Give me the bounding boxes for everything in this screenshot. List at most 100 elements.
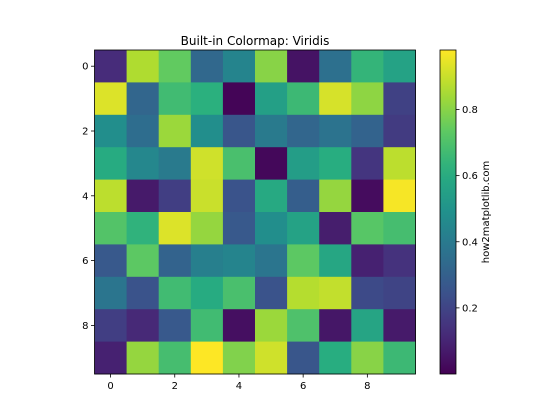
heatmap-cell (255, 82, 288, 116)
heatmap-cell (319, 114, 352, 148)
x-axis: 0 2 4 6 8 (107, 374, 371, 392)
heatmap-cell (94, 114, 127, 148)
heatmap-cell (190, 50, 224, 83)
heatmap-cell (383, 212, 416, 245)
heatmap-cell (222, 309, 256, 342)
heatmap-cell (158, 82, 192, 116)
colorbar-tick-label: 0.2 (462, 303, 478, 314)
heatmap-cell (351, 244, 384, 278)
heatmap-cell (351, 276, 384, 310)
heatmap-cell (190, 179, 224, 213)
heatmap-cell (94, 147, 127, 180)
heatmap-cell (94, 179, 127, 213)
y-tick-label: 4 (82, 191, 88, 202)
heatmap-cell (319, 147, 352, 180)
heatmap-cell (319, 179, 352, 213)
heatmap-cell (351, 50, 384, 83)
x-tick-label: 2 (172, 381, 178, 392)
heatmap-cell (158, 147, 192, 180)
heatmap-cell (222, 50, 256, 83)
heatmap-cell (287, 276, 320, 310)
heatmap-cell (126, 114, 160, 148)
colorbar-axis: 0.2 0.4 0.6 0.8 (456, 105, 478, 314)
chart-title: Built-in Colormap: Viridis (181, 34, 330, 48)
heatmap-cell (255, 276, 288, 310)
heatmap-cell (94, 82, 127, 116)
heatmap-cell (383, 309, 416, 342)
x-tick-label: 8 (364, 381, 370, 392)
colorbar-tick-label: 0.8 (462, 105, 478, 116)
heatmap-cell (190, 276, 224, 310)
heatmap-cell (158, 212, 192, 245)
y-tick-label: 6 (82, 256, 88, 267)
heatmap-cell (255, 309, 288, 342)
heatmap-cell (94, 212, 127, 245)
heatmap-cell (222, 147, 256, 180)
heatmap-cell (190, 341, 224, 375)
x-tick-label: 4 (236, 381, 242, 392)
colorbar-tick-label: 0.4 (462, 237, 478, 248)
heatmap-cell (190, 309, 224, 342)
heatmap-cell (383, 114, 416, 148)
heatmap-cell (351, 147, 384, 180)
heatmap-cell (158, 341, 192, 375)
heatmap-cell (351, 212, 384, 245)
heatmap-cell (287, 309, 320, 342)
heatmap-cell (255, 179, 288, 213)
heatmap-cell (222, 341, 256, 375)
colorbar-label: how2matplotlib.com (481, 161, 492, 263)
heatmap-frame (94, 49, 416, 375)
heatmap-cell (126, 179, 160, 213)
heatmap-cell (94, 50, 127, 83)
heatmap-cell (255, 114, 288, 148)
heatmap-cell (94, 276, 127, 310)
heatmap-cell (255, 244, 288, 278)
heatmap-cell (222, 212, 256, 245)
heatmap-cell (383, 276, 416, 310)
heatmap-cell (287, 179, 320, 213)
heatmap-cell (383, 82, 416, 116)
heatmap-cell (126, 309, 160, 342)
y-tick-label: 2 (82, 127, 88, 138)
heatmap-cell (351, 179, 384, 213)
heatmap-cell (351, 309, 384, 342)
heatmap-cell (319, 50, 352, 83)
heatmap-cell (190, 147, 224, 180)
heatmap-cell (351, 341, 384, 375)
heatmap-cell (126, 50, 160, 83)
heatmap-cell (287, 244, 320, 278)
heatmap-cell (126, 244, 160, 278)
heatmap-cell (383, 50, 416, 83)
heatmap-cell (94, 309, 127, 342)
heatmap-cell (287, 82, 320, 116)
heatmap-cell (287, 212, 320, 245)
heatmap-cell (319, 276, 352, 310)
heatmap-cell (158, 50, 192, 83)
colorbar (439, 49, 457, 375)
heatmap-cell (222, 82, 256, 116)
heatmap-cell (255, 50, 288, 83)
heatmap-cell (158, 114, 192, 148)
heatmap-cell (287, 114, 320, 148)
heatmap-cell (94, 341, 127, 375)
heatmap-cell (126, 212, 160, 245)
heatmap-cell (319, 341, 352, 375)
heatmap-cell (190, 212, 224, 245)
heatmap-cell (222, 244, 256, 278)
heatmap-cell (383, 341, 416, 375)
heatmap-cell (383, 244, 416, 278)
heatmap-cell (287, 50, 320, 83)
heatmap-cell (383, 179, 416, 213)
heatmap-cell (319, 82, 352, 116)
heatmap-cells (94, 50, 416, 375)
heatmap-cell (126, 276, 160, 310)
heatmap-cell (319, 244, 352, 278)
heatmap-cell (351, 114, 384, 148)
x-tick-label: 0 (107, 381, 113, 392)
heatmap-cell (222, 179, 256, 213)
heatmap-cell (287, 147, 320, 180)
heatmap-cell (222, 276, 256, 310)
heatmap-cell (126, 82, 160, 116)
heatmap-cell (94, 244, 127, 278)
